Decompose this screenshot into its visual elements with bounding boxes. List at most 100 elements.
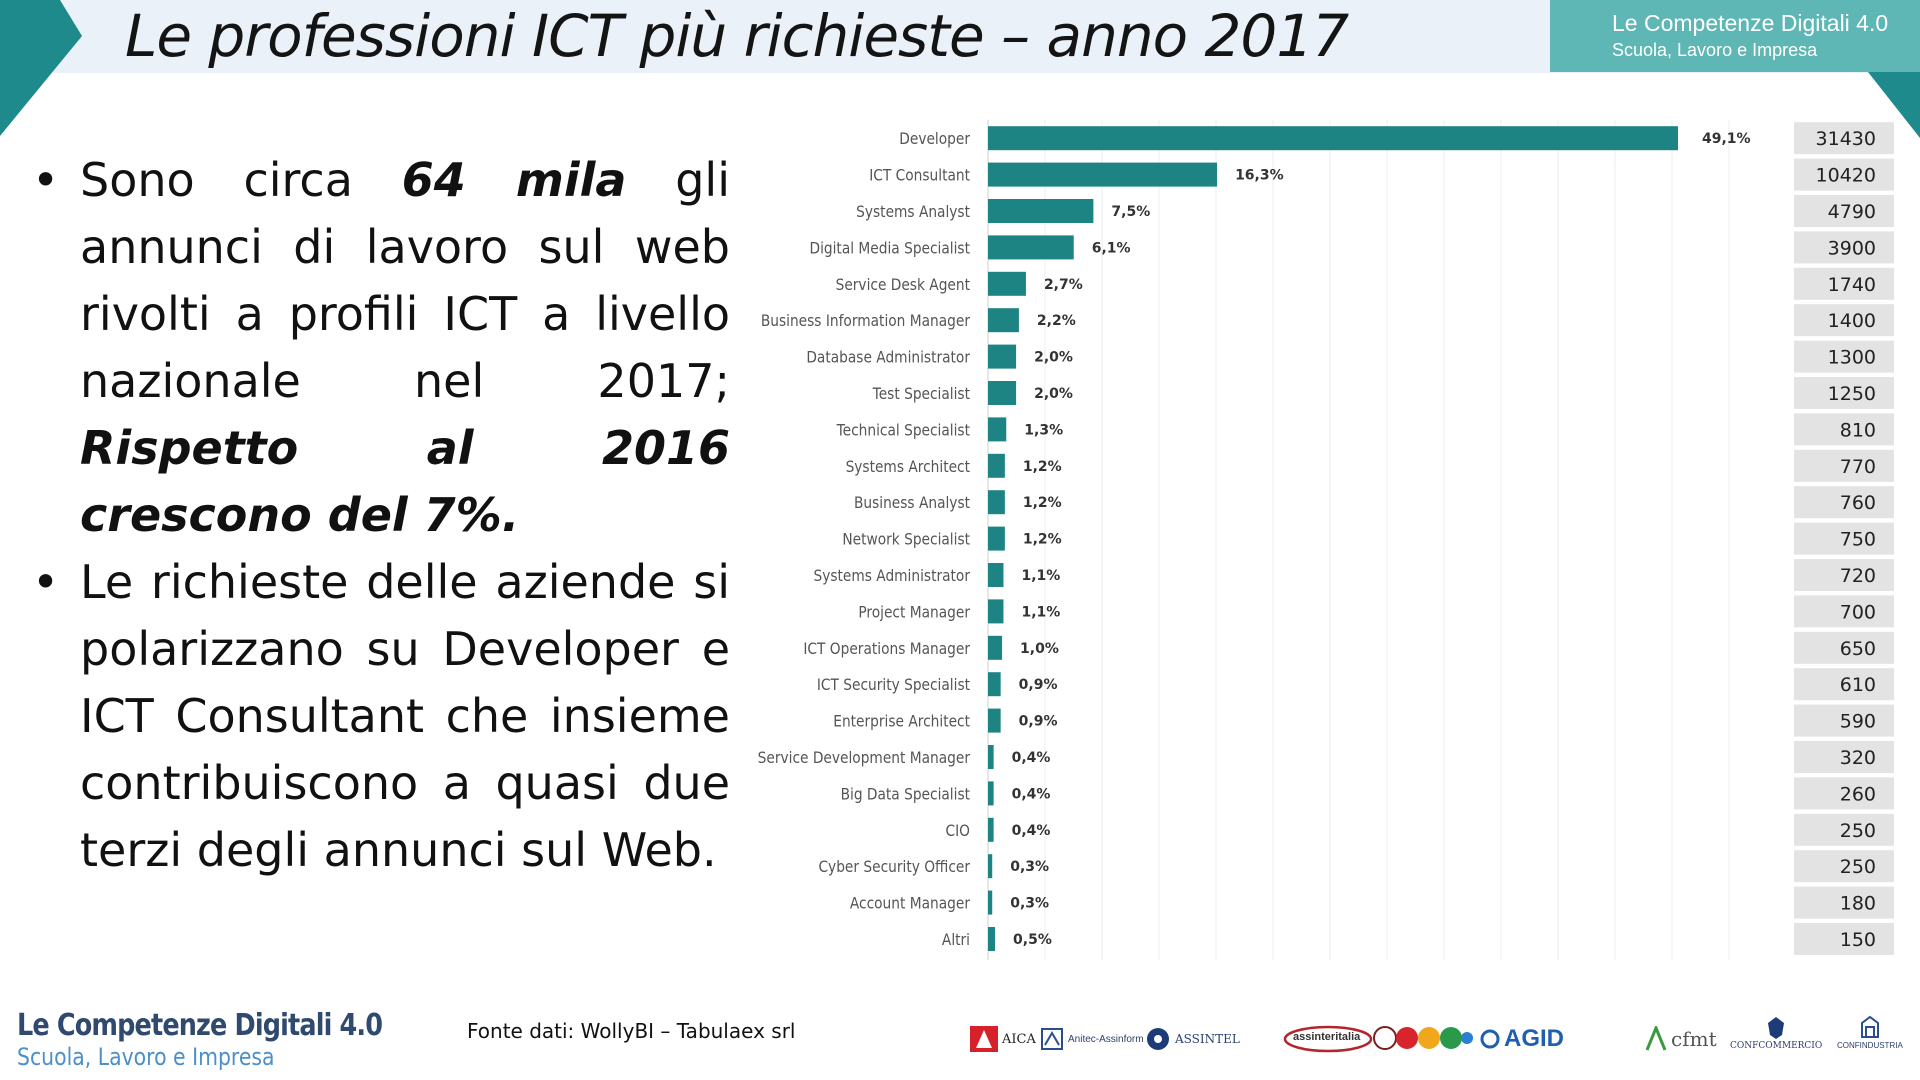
count-box <box>1794 704 1894 737</box>
footer-brand-line1: Le Competenze Digitali 4.0 <box>17 1008 383 1043</box>
bar <box>988 235 1074 260</box>
count-label: 260 <box>1840 783 1876 805</box>
bar <box>988 271 1026 296</box>
data-label: 49,1% <box>1702 131 1751 147</box>
bar <box>988 490 1005 515</box>
count-box <box>1794 741 1894 773</box>
bar <box>988 381 1017 405</box>
bullet-list: Sono circa 64 mila gli annunci di lavoro… <box>30 147 730 884</box>
agid-logo: AGID <box>1480 1015 1564 1063</box>
cfmt-logo: cfmt <box>1645 1015 1717 1063</box>
count-box <box>1794 886 1894 919</box>
bar <box>988 708 1001 733</box>
category-label: ICT Operations Manager <box>803 639 970 658</box>
count-label: 700 <box>1840 601 1876 623</box>
count-box <box>1794 267 1894 300</box>
bullet-1-text-a: Sono circa <box>80 153 402 207</box>
count-box <box>1794 231 1894 264</box>
count-label: 4790 <box>1828 201 1876 223</box>
category-label: Technical Specialist <box>836 420 970 439</box>
bar <box>988 927 996 951</box>
category-label: Altri <box>942 930 970 949</box>
category-label: Test Specialist <box>872 384 970 403</box>
data-label: 16,3% <box>1235 168 1284 184</box>
count-label: 320 <box>1840 747 1876 769</box>
assinteritalia-logo: assinteritalia <box>1283 1015 1373 1063</box>
confcommercio-logo-icon <box>1768 1017 1785 1039</box>
bar <box>988 635 1003 660</box>
data-label: 1,2% <box>1023 459 1062 475</box>
cini-logo <box>1373 1015 1473 1063</box>
aica-logo-icon <box>970 1026 998 1052</box>
count-label: 250 <box>1840 820 1876 842</box>
count-label: 1300 <box>1828 347 1876 369</box>
bar <box>988 599 1004 624</box>
count-label: 150 <box>1840 929 1876 951</box>
bar <box>988 745 994 769</box>
cfmt-logo-label: cfmt <box>1671 1027 1717 1051</box>
count-label: 590 <box>1840 711 1876 733</box>
bar <box>988 890 993 915</box>
aica-logo-label: AICA <box>1002 1031 1036 1047</box>
anitec-assinform-logo: Anitec-Assinform <box>1040 1015 1144 1063</box>
category-label: Project Manager <box>858 602 970 621</box>
category-label: Business Analyst <box>854 493 970 512</box>
count-label: 610 <box>1840 674 1876 696</box>
category-label: Business Information Manager <box>761 311 971 330</box>
anitec-assinform-logo-icon <box>1041 1028 1063 1050</box>
header-brand-line2: Scuola, Lavoro e Impresa <box>1612 40 1818 60</box>
bar <box>988 781 994 806</box>
count-box <box>1794 813 1894 846</box>
category-label: ICT Security Specialist <box>817 675 970 694</box>
header-brand-line1: Le Competenze Digitali 4.0 <box>1612 10 1889 36</box>
data-label: 0,9% <box>1019 714 1058 730</box>
data-label: 2,7% <box>1044 277 1083 293</box>
aica-logo: AICA <box>970 1015 1036 1063</box>
data-label: 0,4% <box>1012 750 1051 766</box>
category-label: Cyber Security Officer <box>818 857 970 876</box>
category-label: Service Development Manager <box>758 748 971 767</box>
count-box <box>1794 340 1894 373</box>
data-label: 1,2% <box>1023 532 1062 548</box>
category-label: Systems Architect <box>846 457 971 476</box>
bar <box>988 526 1005 551</box>
data-label: 2,0% <box>1034 386 1073 402</box>
count-box <box>1794 304 1894 337</box>
count-label: 810 <box>1840 419 1876 441</box>
bar <box>988 344 1017 369</box>
category-label: CIO <box>946 821 970 840</box>
count-label: 1740 <box>1828 274 1876 296</box>
count-label: 1400 <box>1828 310 1876 332</box>
confcommercio-logo-label: CONFCOMMERCIO <box>1730 1041 1823 1051</box>
confcommercio-logo: CONFCOMMERCIO <box>1730 1015 1822 1063</box>
data-label: 7,5% <box>1111 204 1150 220</box>
category-label: Developer <box>899 129 970 148</box>
count-label: 770 <box>1840 456 1876 478</box>
bar <box>988 308 1019 333</box>
assinteritalia-logo-label: assinteritalia <box>1293 1031 1361 1043</box>
data-label: 1,2% <box>1023 495 1062 511</box>
bar <box>988 854 993 879</box>
bullet-1-highlight-b: Rispetto al 2016 crescono del 7%. <box>80 421 730 542</box>
bullet-item-1: Sono circa 64 mila gli annunci di lavoro… <box>30 147 730 549</box>
cfmt-logo-icon <box>1645 1026 1667 1051</box>
data-label: 0,5% <box>1013 932 1052 948</box>
count-label: 180 <box>1840 893 1876 915</box>
count-box <box>1794 668 1894 701</box>
count-label: 3900 <box>1828 237 1876 259</box>
bar <box>988 817 994 842</box>
category-label: Systems Analyst <box>856 202 970 221</box>
confindustria-logo-icon <box>1860 1015 1879 1038</box>
data-label: 0,9% <box>1019 677 1058 693</box>
count-box <box>1794 559 1894 591</box>
bar <box>988 417 1007 442</box>
count-box <box>1794 122 1894 155</box>
count-box <box>1794 413 1894 446</box>
confindustria-logo: CONFINDUSTRIA <box>1837 1015 1903 1063</box>
footer-brand-line2: Scuola, Lavoro e Impresa <box>17 1043 275 1071</box>
count-box <box>1794 158 1894 191</box>
header-decoration-triangle <box>0 0 82 136</box>
bar <box>988 672 1001 697</box>
data-label: 1,1% <box>1021 568 1060 584</box>
bar <box>988 199 1094 223</box>
